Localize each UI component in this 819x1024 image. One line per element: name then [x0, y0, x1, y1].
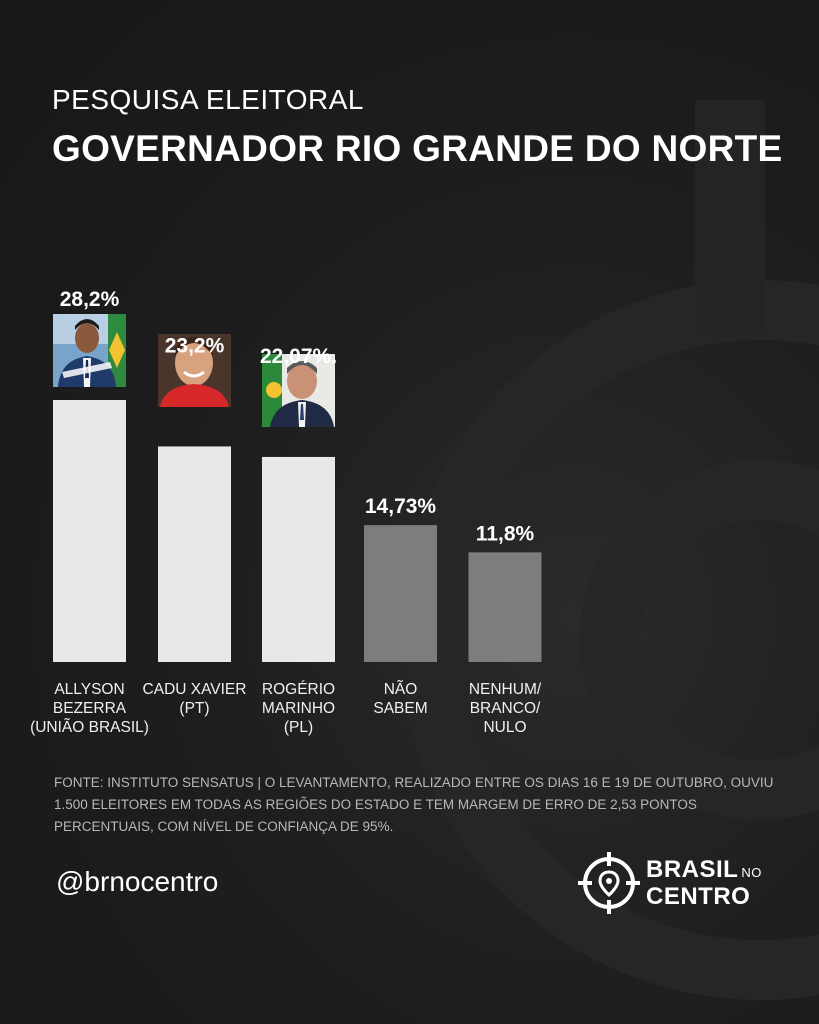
bar-1 [158, 446, 231, 662]
category-label-1: CADU XAVIER (PT) [125, 680, 265, 718]
category-label-0: ALLYSON BEZERRA (UNIÃO BRASIL) [20, 680, 160, 737]
category-label-2: ROGÉRIO MARINHO (PL) [229, 680, 369, 737]
logo-line1: BRASIL [646, 856, 739, 883]
bar-3 [364, 525, 437, 662]
category-label-3: NÃO SABEM [331, 680, 471, 718]
data-label-2: 22,07%. [260, 345, 337, 368]
data-label-3: 14,73% [365, 495, 437, 518]
logo-text: BRASIL NO CENTRO [646, 858, 762, 909]
data-label-1: 23,2% [165, 334, 225, 357]
category-label-line: (UNIÃO BRASIL) [30, 719, 149, 736]
data-label-4: 11,8% [476, 522, 535, 545]
category-label-4: NENHUM/BRANCO/NULO [435, 680, 575, 737]
bar-0 [53, 400, 126, 662]
bar-2 [262, 456, 335, 662]
category-label-line: (PT) [179, 700, 210, 717]
logo-line1-small: NO [741, 865, 762, 880]
crosshair-pin-icon [578, 852, 640, 914]
candidate-photo-cadu [158, 334, 231, 407]
social-handle: @brnocentro [56, 866, 219, 897]
bar-4 [468, 552, 542, 662]
candidate-photo-allyson [53, 314, 126, 387]
data-label-0: 28,2% [60, 288, 120, 311]
category-label-line: BRANCO/ [469, 700, 541, 717]
category-label-line: ALLYSON [54, 681, 125, 698]
source-note: FONTE: INSTITUTO SENSATUS | O LEVANTAMEN… [54, 775, 774, 834]
page-title: GOVERNADOR RIO GRANDE DO NORTE [52, 128, 783, 169]
category-label-line: NENHUM/ [468, 681, 542, 698]
logo-line2: CENTRO [646, 883, 751, 910]
category-label-line: ROGÉRIO [261, 681, 336, 698]
category-label-line: NÃO [383, 681, 418, 698]
overline-text: PESQUISA ELEITORAL [52, 84, 364, 115]
category-label-line: (PL) [283, 719, 314, 736]
category-label-line: NULO [483, 719, 527, 736]
category-label-line: CADU XAVIER [142, 681, 247, 698]
brand-logo: BRASIL NO CENTRO [578, 852, 778, 914]
category-label-line: MARINHO [261, 700, 336, 717]
category-label-line: SABEM [373, 700, 428, 717]
candidate-photo-rogerio [262, 354, 335, 427]
category-label-line: BEZERRA [52, 700, 127, 717]
